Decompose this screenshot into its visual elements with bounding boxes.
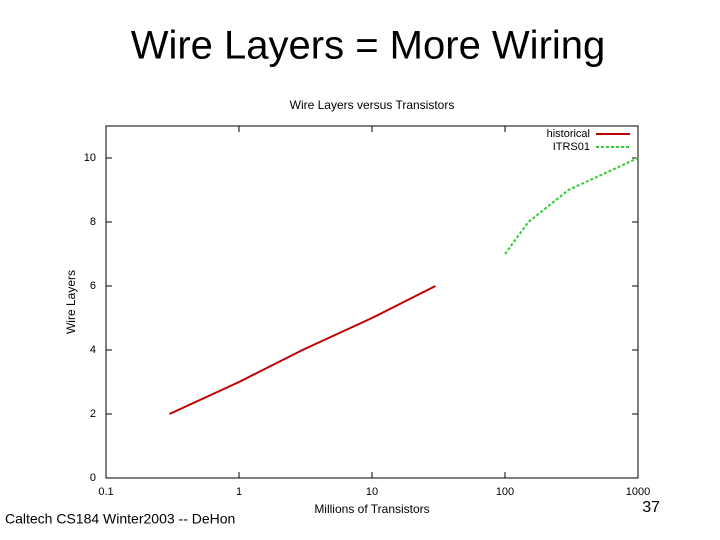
plot-frame <box>105 125 639 479</box>
page-number: 37 <box>642 499 660 516</box>
series-line <box>504 157 639 255</box>
x-tick-label: 10 <box>366 486 378 498</box>
y-tick-label: 4 <box>90 344 96 356</box>
slide-footer: Caltech CS184 Winter2003 -- DeHon <box>5 511 235 527</box>
y-tick-label: 8 <box>90 216 96 228</box>
y-tick-label: 10 <box>84 152 96 164</box>
x-axis-label: Millions of Transistors <box>314 502 429 516</box>
x-tick-label: 100 <box>496 486 514 498</box>
y-axis-label: Wire Layers <box>64 270 78 334</box>
x-tick-label: 0.1 <box>98 486 113 498</box>
y-tick-label: 2 <box>90 408 96 420</box>
y-tick-label: 0 <box>90 472 96 484</box>
legend-label: ITRS01 <box>553 141 590 153</box>
chart-title: Wire Layers versus Transistors <box>290 98 455 112</box>
x-tick-label: 1 <box>236 486 242 498</box>
slide-title: Wire Layers = More Wiring <box>131 24 606 68</box>
legend-label: historical <box>547 128 590 140</box>
y-tick-label: 6 <box>90 280 96 292</box>
series-line <box>169 285 436 415</box>
x-tick-label: 1000 <box>626 486 650 498</box>
